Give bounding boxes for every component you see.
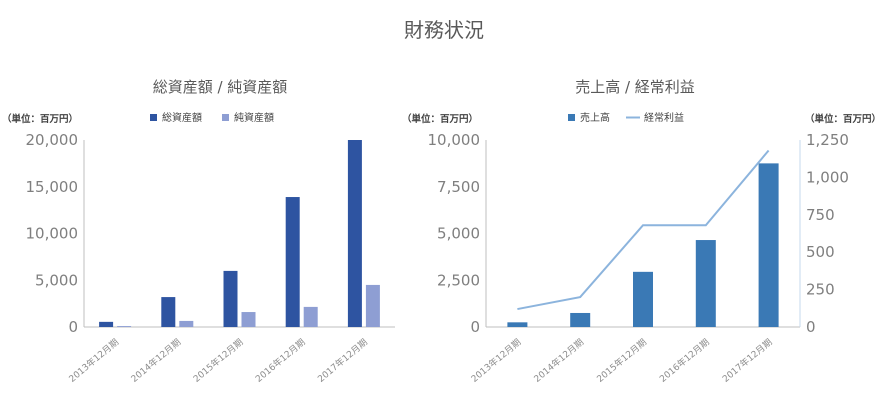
chart1-categories: 2013年12月期 2014年12月期 2015年12月期 2016年12月期 2017… (66, 336, 370, 385)
chart2-y-tick-label-right: 1,250 (806, 131, 849, 149)
chart1-category-label: 2013年12月期 (66, 336, 121, 385)
chart2-legend-label-profit: 経常利益 (644, 111, 684, 124)
chart2-y-tick-label-right: 500 (806, 243, 835, 261)
chart1-category-label: 2017年12月期 (315, 336, 370, 385)
chart2-category-label: 2013年12月期 (469, 336, 524, 385)
chart2-y-tick-label-right: 750 (806, 206, 835, 224)
chart2-category-label: 2014年12月期 (531, 336, 586, 385)
chart2-y-tick-label-right: 250 (806, 281, 835, 299)
chart2-category-label: 2015年12月期 (594, 336, 649, 385)
chart1-category-label: 2016年12月期 (253, 336, 308, 385)
chart2-y-ticks-left: 0 2,500 5,000 7,500 10,000 (428, 131, 481, 336)
chart1-legend-label-net: 純資産額 (234, 111, 274, 124)
chart2-bar-sales (507, 322, 528, 327)
chart2-bar-sales (633, 271, 653, 327)
chart2-line (517, 149, 770, 311)
chart1-legend-swatch-net (222, 114, 229, 121)
chart1-bar-total (161, 297, 176, 327)
chart1-title: 総資産額 / 純資産額 (153, 78, 288, 96)
chart2-y-tick-label-right: 0 (806, 318, 816, 336)
chart2-y-tick-label-left: 7,500 (437, 178, 480, 196)
chart-sales: 売上高 / 経常利益 （単位：百万円） （単位：百万円） 売上高 経常利益 02… (402, 78, 881, 385)
chart2-category-label: 2017年12月期 (720, 336, 775, 385)
chart2-bar-sales (570, 312, 591, 327)
page-title: 財務状況 (404, 18, 484, 42)
chart1-bar-total (347, 140, 362, 327)
chart2-unit-label-left: （単位：百万円） (402, 113, 478, 125)
chart1-y-tick-label: 5,000 (35, 271, 78, 289)
chart2-category-label: 2016年12月期 (657, 336, 712, 385)
chart1-bar-net (303, 306, 318, 327)
chart1-legend-swatch-total (150, 114, 157, 121)
chart1-y-tick-label: 0 (68, 318, 78, 336)
chart2-y-tick-label-left: 2,500 (437, 271, 480, 289)
chart2-y-tick-label-right: 1,000 (806, 168, 849, 186)
chart2-bars (507, 163, 779, 327)
chart2-line-profit (517, 149, 770, 311)
chart1-legend-label-total: 総資産額 (162, 111, 202, 124)
chart1-bar-net (365, 284, 380, 327)
chart2-y-tick-label-left: 5,000 (437, 225, 480, 243)
chart2-unit-label-right: （単位：百万円） (805, 113, 881, 125)
chart1-bar-total (99, 321, 114, 327)
chart2-y-tick-label-left: 0 (470, 318, 480, 336)
chart1-bar-net (117, 326, 132, 327)
chart2-y-ticks-right: 0 250 500 750 1,000 1,250 (806, 131, 849, 336)
chart1-bar-total (285, 197, 300, 327)
chart1-category-label: 2014年12月期 (129, 336, 184, 385)
chart1-unit-label: （単位：百万円） (2, 113, 78, 125)
chart2-bar-sales (758, 163, 779, 327)
chart2-categories: 2013年12月期 2014年12月期 2015年12月期 2016年12月期 2017… (469, 336, 775, 385)
chart1-y-ticks: 0 5,000 10,000 15,000 20,000 (26, 131, 79, 336)
chart2-title: 売上高 / 経常利益 (575, 78, 695, 96)
chart1-bar-net (241, 312, 256, 327)
chart1-bars (99, 140, 380, 327)
chart1-bar-net (179, 320, 194, 327)
chart1-category-label: 2015年12月期 (191, 336, 246, 385)
chart2-legend-swatch-sales (568, 114, 575, 121)
chart2-legend-label-sales: 売上高 (580, 111, 610, 124)
chart2-bar-sales (695, 240, 716, 327)
chart1-y-tick-label: 15,000 (26, 178, 79, 196)
chart-assets: 総資産額 / 純資産額 （単位：百万円） 総資産額 純資産額 0 5,000 10,… (2, 78, 395, 385)
chart1-y-tick-label: 20,000 (26, 131, 79, 149)
chart1-y-tick-label: 10,000 (26, 225, 79, 243)
chart2-y-tick-label-left: 10,000 (428, 131, 481, 149)
chart1-bar-total (223, 270, 238, 327)
